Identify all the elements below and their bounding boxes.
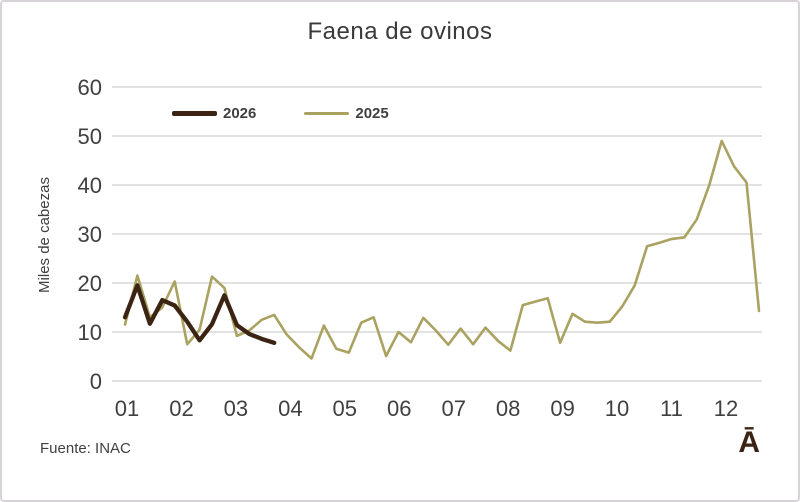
y-tick-label: 40 <box>78 173 102 198</box>
x-tick-label: 08 <box>496 396 520 421</box>
x-tick-label: 09 <box>550 396 574 421</box>
chart-title: Faena de ovinos <box>307 18 493 45</box>
x-tick-label: 01 <box>115 396 139 421</box>
x-tick-label: 02 <box>169 396 193 421</box>
x-tick-label: 10 <box>605 396 629 421</box>
y-tick-label: 10 <box>78 320 102 345</box>
legend-label-2026: 2026 <box>223 105 257 122</box>
x-tick-label: 04 <box>278 396 302 421</box>
data-series <box>122 139 761 360</box>
legend-swatch-2026 <box>172 111 217 116</box>
legend: 2026 2025 <box>172 105 389 122</box>
y-tick-label: 30 <box>78 222 102 247</box>
x-tick-label: 06 <box>387 396 411 421</box>
source-note: Fuente: INAC <box>40 440 131 457</box>
gridlines <box>112 86 762 382</box>
legend-item-2025: 2025 <box>304 105 389 122</box>
y-tick-label: 60 <box>78 75 102 100</box>
legend-swatch-2025 <box>304 112 350 115</box>
series-line-2026 <box>122 283 277 345</box>
x-tick-label: 12 <box>714 396 738 421</box>
series-line-2025 <box>123 139 761 360</box>
x-tick-label: 07 <box>441 396 465 421</box>
x-tick-label: 03 <box>224 396 248 421</box>
legend-item-2026: 2026 <box>172 105 256 122</box>
y-tick-label: 50 <box>78 124 102 149</box>
y-axis-tick-labels: 0 10 20 30 40 50 60 <box>78 75 102 394</box>
x-axis-tick-labels: 01 02 03 04 05 06 07 08 09 10 11 12 <box>115 396 738 421</box>
corner-glyph: Ā <box>738 426 760 459</box>
y-tick-label: 0 <box>90 369 102 394</box>
legend-label-2025: 2025 <box>355 105 389 122</box>
x-tick-label: 11 <box>660 396 683 421</box>
x-tick-label: 05 <box>333 396 357 421</box>
y-tick-label: 20 <box>78 271 102 296</box>
